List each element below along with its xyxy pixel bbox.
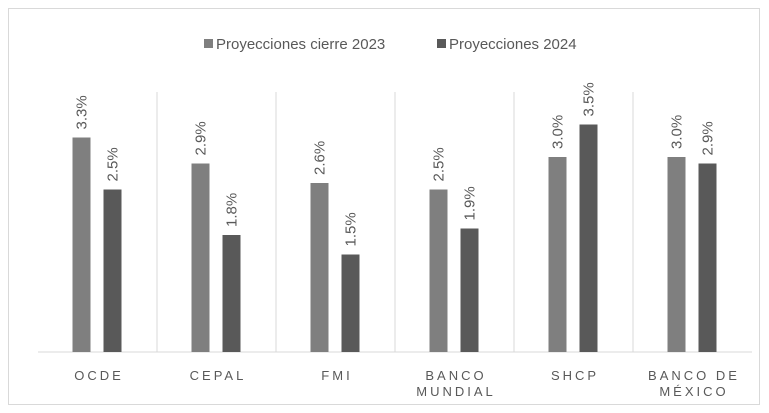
bar <box>429 189 448 352</box>
legend-swatch <box>437 39 446 48</box>
value-label: 3.5% <box>581 82 598 116</box>
x-tick-label: FMI <box>321 368 353 383</box>
value-label: 2.5% <box>105 147 122 181</box>
chart-frame <box>8 8 760 405</box>
value-label: 1.8% <box>224 193 241 227</box>
legend-label: Proyecciones 2024 <box>449 36 577 53</box>
bar <box>341 254 360 352</box>
value-label: 2.6% <box>312 141 329 175</box>
bar <box>191 163 210 352</box>
bar <box>222 235 241 352</box>
x-tick-label: BANCO DE MÉXICO <box>648 368 740 399</box>
bar <box>460 228 479 352</box>
bar <box>698 163 717 352</box>
value-label: 3.0% <box>669 115 686 149</box>
legend-swatch <box>204 39 213 48</box>
bar <box>72 137 91 352</box>
bar <box>667 157 686 352</box>
value-label: 1.9% <box>462 186 479 220</box>
x-tick-label: SHCP <box>550 368 600 383</box>
x-tick-label: BANCO MUNDIAL <box>416 368 496 399</box>
x-tick-label: OCDE <box>74 368 124 383</box>
value-label: 2.9% <box>193 121 210 155</box>
value-label: 3.3% <box>74 95 91 129</box>
bar <box>103 189 122 352</box>
bar <box>548 157 567 352</box>
value-label: 2.5% <box>431 147 448 181</box>
bar <box>579 124 598 352</box>
bar <box>310 183 329 352</box>
value-label: 1.5% <box>343 212 360 246</box>
value-label: 2.9% <box>700 121 717 155</box>
legend-label: Proyecciones cierre 2023 <box>216 36 385 53</box>
x-tick-label: CEPAL <box>189 368 247 383</box>
value-label: 3.0% <box>550 115 567 149</box>
